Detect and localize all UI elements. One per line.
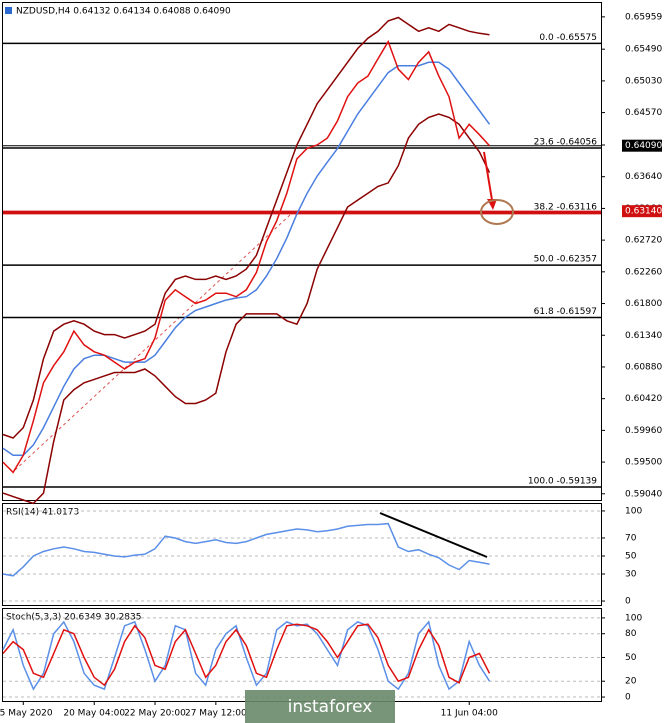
y-tick-label: 0.59500	[625, 458, 662, 468]
fib-label: 61.8 -0.61597	[534, 307, 597, 317]
panel-title: Stoch(5,3,3) 20.6349 30.2835	[6, 613, 141, 623]
rsi-divergence-line	[379, 512, 488, 558]
series-line	[2, 39, 491, 474]
target-circle	[480, 199, 514, 225]
y-tick-label: 20	[625, 677, 637, 687]
fib-label: 0.0 -0.65575	[539, 33, 597, 43]
y-tick-label: 0.65030	[625, 76, 662, 86]
fib-label: 38.2 -0.63116	[534, 202, 598, 212]
panel-title: NZDUSD,H4 0.64132 0.64134 0.64088 0.6409…	[16, 7, 231, 17]
y-tick-label: 100	[625, 613, 642, 623]
series-line	[2, 61, 491, 456]
series-line	[2, 522, 490, 577]
y-tick-label: 0.62720	[625, 236, 662, 246]
panel-frames	[2, 2, 602, 702]
symbol-icon	[5, 7, 12, 14]
y-tick-label: 0	[625, 597, 631, 607]
price-tag: 0.64090	[625, 141, 662, 151]
marks: NZDUSD,H4 0.64132 0.64134 0.64088 0.6409…	[0, 7, 662, 719]
x-tick-label: 20 May 04:00	[63, 709, 125, 719]
y-tick-label: 50	[625, 551, 637, 561]
price-tag-box	[622, 205, 662, 218]
y-tick-label: 0.62260	[625, 267, 662, 277]
y-tick-label: 0.59960	[625, 426, 662, 436]
fib-label: 23.6 -0.64056	[534, 138, 598, 148]
fib-label: 50.0 -0.62357	[534, 255, 597, 265]
y-tick-label: 0.61340	[625, 331, 662, 341]
y-tick-label: 30	[625, 570, 637, 580]
x-tick-label: 11 Jun 04:00	[441, 709, 498, 719]
y-tick-label: 80	[625, 629, 637, 639]
x-tick-label: 22 May 20:00	[124, 709, 186, 719]
price-tag: 0.63140	[625, 207, 662, 217]
watermark-box	[245, 690, 395, 723]
fib-label: 100.0 -0.59139	[528, 476, 597, 486]
y-tick-label: 0.60880	[625, 362, 662, 372]
forecast-arrow	[483, 151, 493, 201]
series-line	[2, 16, 490, 439]
y-tick-label: 0.63640	[625, 172, 662, 182]
panel-title: RSI(14) 41.0173	[6, 508, 79, 518]
y-tick-label: 0	[625, 693, 631, 703]
y-tick-label: 50	[625, 653, 637, 663]
y-tick-label: 0.59040	[625, 489, 662, 499]
rsi-panel	[2, 503, 602, 606]
series-line	[2, 620, 491, 691]
y-tick-label: 0.64570	[625, 108, 662, 118]
series-line	[2, 113, 491, 505]
y-tick-label: 70	[625, 533, 637, 543]
y-tick-label: 0.65490	[625, 45, 662, 55]
y-tick-label: 0.60420	[625, 394, 662, 404]
watermark: instaforex	[288, 697, 373, 717]
series-line	[2, 623, 491, 687]
y-tick-label: 0.61800	[625, 299, 662, 309]
y-tick-label: 100	[625, 506, 642, 516]
main-panel	[2, 2, 602, 501]
x-tick-label: 27 May 12:00	[185, 709, 247, 719]
price-tag-box	[622, 139, 662, 152]
y-tick-label: 0.65959	[625, 12, 662, 22]
x-tick-label: 15 May 2020	[0, 709, 53, 719]
